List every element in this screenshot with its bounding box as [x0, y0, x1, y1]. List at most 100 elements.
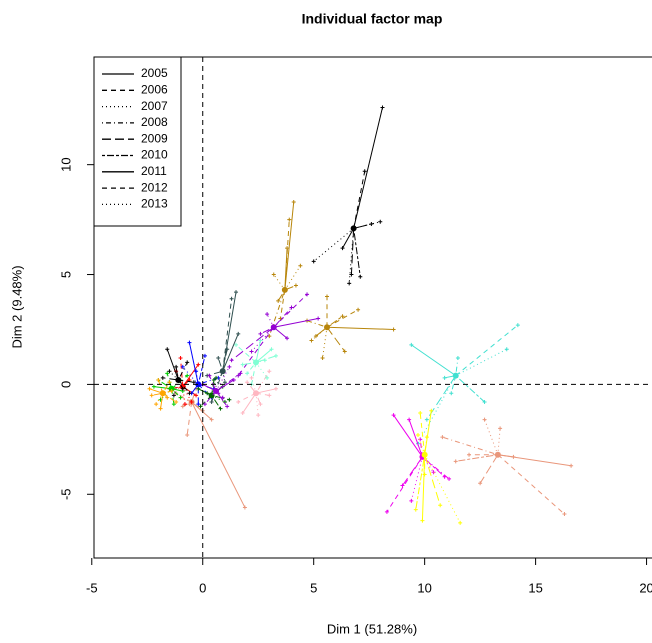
partial-link — [197, 384, 212, 398]
partial-link — [342, 228, 355, 249]
legend-label: 2010 — [141, 148, 168, 162]
y-tick-label: 5 — [58, 271, 73, 278]
center-point — [452, 372, 459, 379]
partial-link — [235, 344, 257, 363]
partial-point — [431, 470, 436, 475]
partial-link — [353, 228, 361, 277]
partial-point — [369, 222, 374, 226]
partial-point — [278, 316, 283, 321]
partial-point — [187, 391, 192, 396]
partial-point — [165, 347, 170, 352]
partial-point — [242, 505, 247, 510]
partial-point — [267, 393, 272, 398]
partial-link — [182, 386, 193, 403]
partial-point — [418, 410, 423, 415]
partial-point — [305, 292, 310, 297]
partial-point — [311, 259, 316, 264]
partial-point — [174, 399, 179, 404]
legend-label: 2006 — [141, 82, 168, 96]
partial-point — [391, 327, 396, 332]
partial-point — [413, 507, 418, 512]
partial-link — [186, 401, 193, 436]
partial-point — [160, 375, 165, 380]
partial-point — [429, 408, 434, 413]
partial-link — [266, 313, 275, 328]
partial-link — [255, 370, 270, 394]
partial-link — [242, 392, 257, 414]
partial-point — [267, 334, 272, 339]
partial-link — [484, 419, 499, 455]
partial-link — [415, 454, 426, 510]
partial-link — [222, 292, 237, 372]
plot-frame — [93, 56, 652, 559]
partial-point — [422, 472, 427, 477]
partial-point — [178, 395, 183, 400]
partial-point — [440, 435, 445, 440]
partial-point — [167, 369, 172, 374]
partial-link — [353, 223, 372, 229]
partial-link — [255, 359, 265, 363]
partial-point — [149, 393, 154, 398]
partial-point — [285, 246, 290, 251]
partial-link — [424, 410, 432, 455]
partial-point — [511, 454, 516, 459]
center-point — [252, 390, 259, 397]
x-tick-label: 10 — [417, 580, 431, 595]
partial-point — [442, 474, 447, 479]
legend-label: 2013 — [141, 197, 168, 211]
legend-label: 2011 — [141, 164, 167, 178]
partial-link — [479, 454, 499, 484]
x-axis-label: Dim 1 (51.28%) — [327, 621, 417, 636]
legend-label: 2012 — [141, 180, 168, 194]
partial-point — [240, 362, 245, 367]
partial-point — [453, 459, 458, 464]
partial-point — [158, 406, 163, 411]
partial-point — [196, 386, 201, 391]
partial-point — [349, 272, 354, 277]
partial-point — [356, 307, 361, 312]
partial-point — [196, 402, 201, 407]
partial-point — [227, 397, 232, 402]
partial-point — [391, 413, 396, 418]
partial-point — [347, 281, 352, 286]
partial-link — [455, 454, 498, 462]
partial-point — [309, 338, 314, 343]
partial-link — [313, 228, 354, 262]
partial-point — [209, 417, 214, 422]
partial-link — [284, 201, 295, 290]
partial-point — [273, 386, 278, 391]
partial-link — [231, 326, 275, 361]
partial-point — [380, 105, 385, 110]
partial-link — [326, 326, 346, 352]
partial-link — [306, 320, 328, 328]
partial-link — [215, 390, 224, 398]
partial-point — [271, 272, 276, 277]
partial-link — [171, 388, 181, 398]
partial-point — [180, 364, 185, 369]
partial-link — [215, 366, 230, 392]
partial-point — [458, 520, 463, 525]
partial-link — [284, 248, 288, 290]
partial-link — [350, 228, 355, 275]
partial-point — [265, 312, 270, 317]
partial-point — [171, 393, 176, 398]
partial-point — [362, 169, 367, 174]
partial-link — [284, 265, 301, 291]
partial-link — [455, 357, 459, 376]
partial-point — [409, 342, 414, 347]
center-point — [159, 390, 166, 397]
partial-point — [449, 391, 454, 396]
partial-link — [455, 348, 507, 377]
partial-point — [151, 384, 156, 389]
partial-point — [225, 347, 230, 352]
partial-link — [251, 362, 257, 385]
partial-point — [165, 371, 170, 376]
x-tick-label: 0 — [199, 580, 206, 595]
legend-box — [93, 56, 182, 227]
x-tick-label: 5 — [310, 580, 317, 595]
partial-link — [322, 327, 328, 359]
partial-link — [238, 392, 257, 403]
partial-point — [273, 353, 278, 358]
x-tick-label: 20 — [639, 580, 652, 595]
x-tick-label: -5 — [86, 580, 98, 595]
